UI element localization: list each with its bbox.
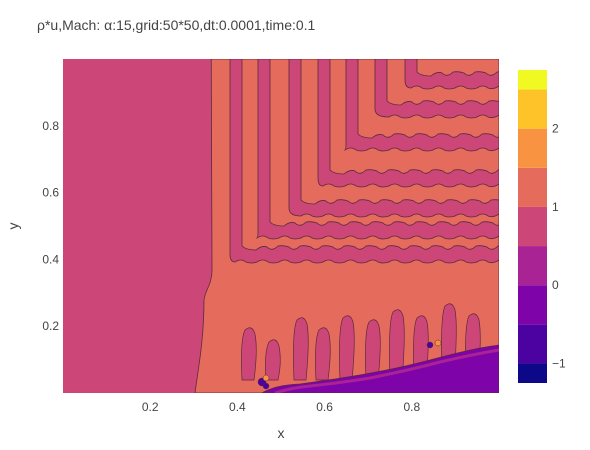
colorbar-swatch (518, 285, 547, 325)
y-tick-label: 0.8 (42, 119, 59, 133)
x-tick-label: 0.4 (229, 400, 246, 414)
contour-spot (434, 339, 442, 347)
colorbar-tick-label: 2 (552, 122, 559, 136)
colorbar-swatch (518, 206, 547, 247)
colorbar-swatch (518, 167, 547, 207)
contour-band (274, 348, 499, 393)
y-tick-label: 0.4 (42, 252, 59, 266)
y-tick-label: 0.6 (42, 186, 59, 200)
colorbar-swatch (518, 128, 547, 168)
y-axis-title: y (5, 223, 21, 230)
contour-region-low (261, 344, 499, 393)
x-tick-label: 0.8 (403, 400, 420, 414)
y-axis: 0.2 0.4 0.6 0.8 (42, 119, 59, 333)
colorbar-tick-label: −1 (552, 356, 566, 370)
contour-stripe (229, 59, 499, 264)
x-tick-label: 0.6 (316, 400, 333, 414)
colorbar-swatch (518, 363, 547, 383)
x-axis-title: x (278, 425, 285, 441)
colorbar-swatch (518, 89, 547, 129)
colorbar: 2 1 0 −1 (518, 70, 566, 383)
contour-finger (339, 315, 355, 381)
contour-fill-group (63, 59, 499, 393)
colorbar-tick-label: 1 (552, 200, 559, 214)
contour-stripe (343, 59, 499, 152)
colorbar-tick-label: 0 (552, 278, 559, 292)
colorbar-swatch (518, 70, 547, 90)
x-tick-label: 0.2 (142, 400, 159, 414)
contour-finger (315, 327, 331, 381)
contour-stripe (317, 59, 499, 188)
contour-finger (265, 339, 281, 381)
contour-finger (293, 317, 309, 381)
contour-stripe (288, 59, 499, 218)
x-axis: 0.2 0.4 0.6 0.8 (142, 400, 421, 414)
contour-finger (389, 309, 405, 381)
contour-stripe (255, 59, 499, 240)
colorbar-swatch (518, 324, 547, 364)
contour-finger (365, 319, 381, 381)
contour-spot (262, 382, 270, 390)
contour-stripe (404, 59, 499, 90)
plot-area (63, 59, 499, 393)
contour-spot (426, 341, 434, 349)
contour-finger (241, 327, 257, 381)
contour-spot (262, 374, 270, 382)
colorbar-swatch (518, 246, 547, 286)
chart-title: ρ*u,Mach: α:15,grid:50*50,dt:0.0001,time… (37, 17, 316, 33)
y-tick-label: 0.2 (42, 319, 59, 333)
contour-stripe (374, 59, 499, 119)
